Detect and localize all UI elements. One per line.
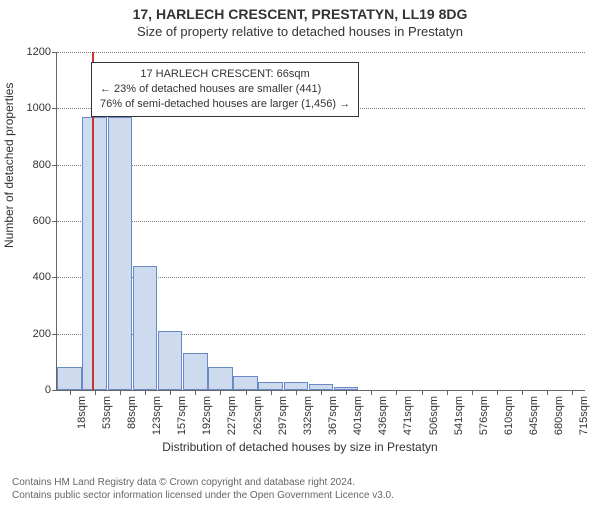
annotation-line: ← 23% of detached houses are smaller (44…: [100, 82, 350, 97]
x-tick: [396, 390, 397, 395]
x-tick-label: 436sqm: [375, 396, 389, 435]
x-tick-label: 680sqm: [551, 396, 565, 435]
annotation-line: 17 HARLECH CRESCENT: 66sqm: [100, 67, 350, 82]
histogram-bar: [233, 376, 258, 390]
x-tick-label: 471sqm: [400, 396, 414, 435]
chart-container: Number of detached properties 0200400600…: [0, 48, 600, 458]
x-tick-label: 18sqm: [74, 396, 88, 429]
annotation-box: 17 HARLECH CRESCENT: 66sqm← 23% of detac…: [91, 62, 359, 117]
plot-area: 02004006008001000120018sqm53sqm88sqm123s…: [56, 52, 585, 391]
x-tick-label: 645sqm: [526, 396, 540, 435]
x-tick-label: 262sqm: [250, 396, 264, 435]
histogram-bar: [183, 353, 208, 390]
x-tick: [145, 390, 146, 395]
histogram-bar: [208, 367, 233, 390]
y-tick-label: 200: [33, 328, 57, 340]
x-tick-label: 715sqm: [576, 396, 590, 435]
y-tick-label: 1200: [27, 46, 57, 58]
y-tick-label: 400: [33, 271, 57, 283]
gridline: [57, 221, 585, 222]
y-tick-label: 0: [45, 384, 57, 396]
attribution-footer: Contains HM Land Registry data © Crown c…: [12, 476, 588, 502]
x-tick: [95, 390, 96, 395]
x-tick: [371, 390, 372, 395]
histogram-bar: [258, 382, 283, 390]
y-tick-label: 600: [33, 215, 57, 227]
x-tick: [572, 390, 573, 395]
x-axis-label: Distribution of detached houses by size …: [0, 440, 600, 454]
x-tick-label: 367sqm: [325, 396, 339, 435]
x-tick: [497, 390, 498, 395]
x-tick: [321, 390, 322, 395]
annotation-line: 76% of semi-detached houses are larger (…: [100, 97, 350, 112]
x-tick: [447, 390, 448, 395]
x-tick: [70, 390, 71, 395]
x-tick-label: 401sqm: [350, 396, 364, 435]
x-tick-label: 53sqm: [99, 396, 113, 429]
x-tick: [246, 390, 247, 395]
histogram-bar: [158, 331, 183, 390]
x-tick-label: 123sqm: [149, 396, 163, 435]
x-tick: [522, 390, 523, 395]
histogram-bar: [133, 266, 158, 390]
x-tick: [472, 390, 473, 395]
x-tick: [346, 390, 347, 395]
x-tick-label: 192sqm: [199, 396, 213, 435]
x-tick: [422, 390, 423, 395]
x-tick: [220, 390, 221, 395]
footer-line-1: Contains HM Land Registry data © Crown c…: [12, 476, 588, 489]
y-tick-label: 800: [33, 159, 57, 171]
x-tick-label: 610sqm: [501, 396, 515, 435]
x-tick: [271, 390, 272, 395]
x-tick-label: 576sqm: [476, 396, 490, 435]
x-tick-label: 541sqm: [451, 396, 465, 435]
x-tick: [195, 390, 196, 395]
x-tick-label: 227sqm: [224, 396, 238, 435]
x-tick-label: 297sqm: [275, 396, 289, 435]
histogram-bar: [108, 117, 133, 390]
page-title: 17, HARLECH CRESCENT, PRESTATYN, LL19 8D…: [0, 6, 600, 22]
histogram-bar: [57, 367, 82, 390]
y-tick-label: 1000: [27, 102, 57, 114]
x-tick: [120, 390, 121, 395]
x-tick: [296, 390, 297, 395]
page-subtitle: Size of property relative to detached ho…: [0, 24, 600, 39]
gridline: [57, 52, 585, 53]
histogram-bar: [284, 382, 309, 390]
x-tick-label: 88sqm: [124, 396, 138, 429]
x-tick: [170, 390, 171, 395]
x-tick-label: 332sqm: [300, 396, 314, 435]
x-tick: [547, 390, 548, 395]
x-tick-label: 157sqm: [174, 396, 188, 435]
x-tick-label: 506sqm: [426, 396, 440, 435]
footer-line-2: Contains public sector information licen…: [12, 489, 588, 502]
y-axis-label: Number of detached properties: [2, 83, 16, 248]
histogram-bar: [82, 117, 107, 390]
gridline: [57, 165, 585, 166]
